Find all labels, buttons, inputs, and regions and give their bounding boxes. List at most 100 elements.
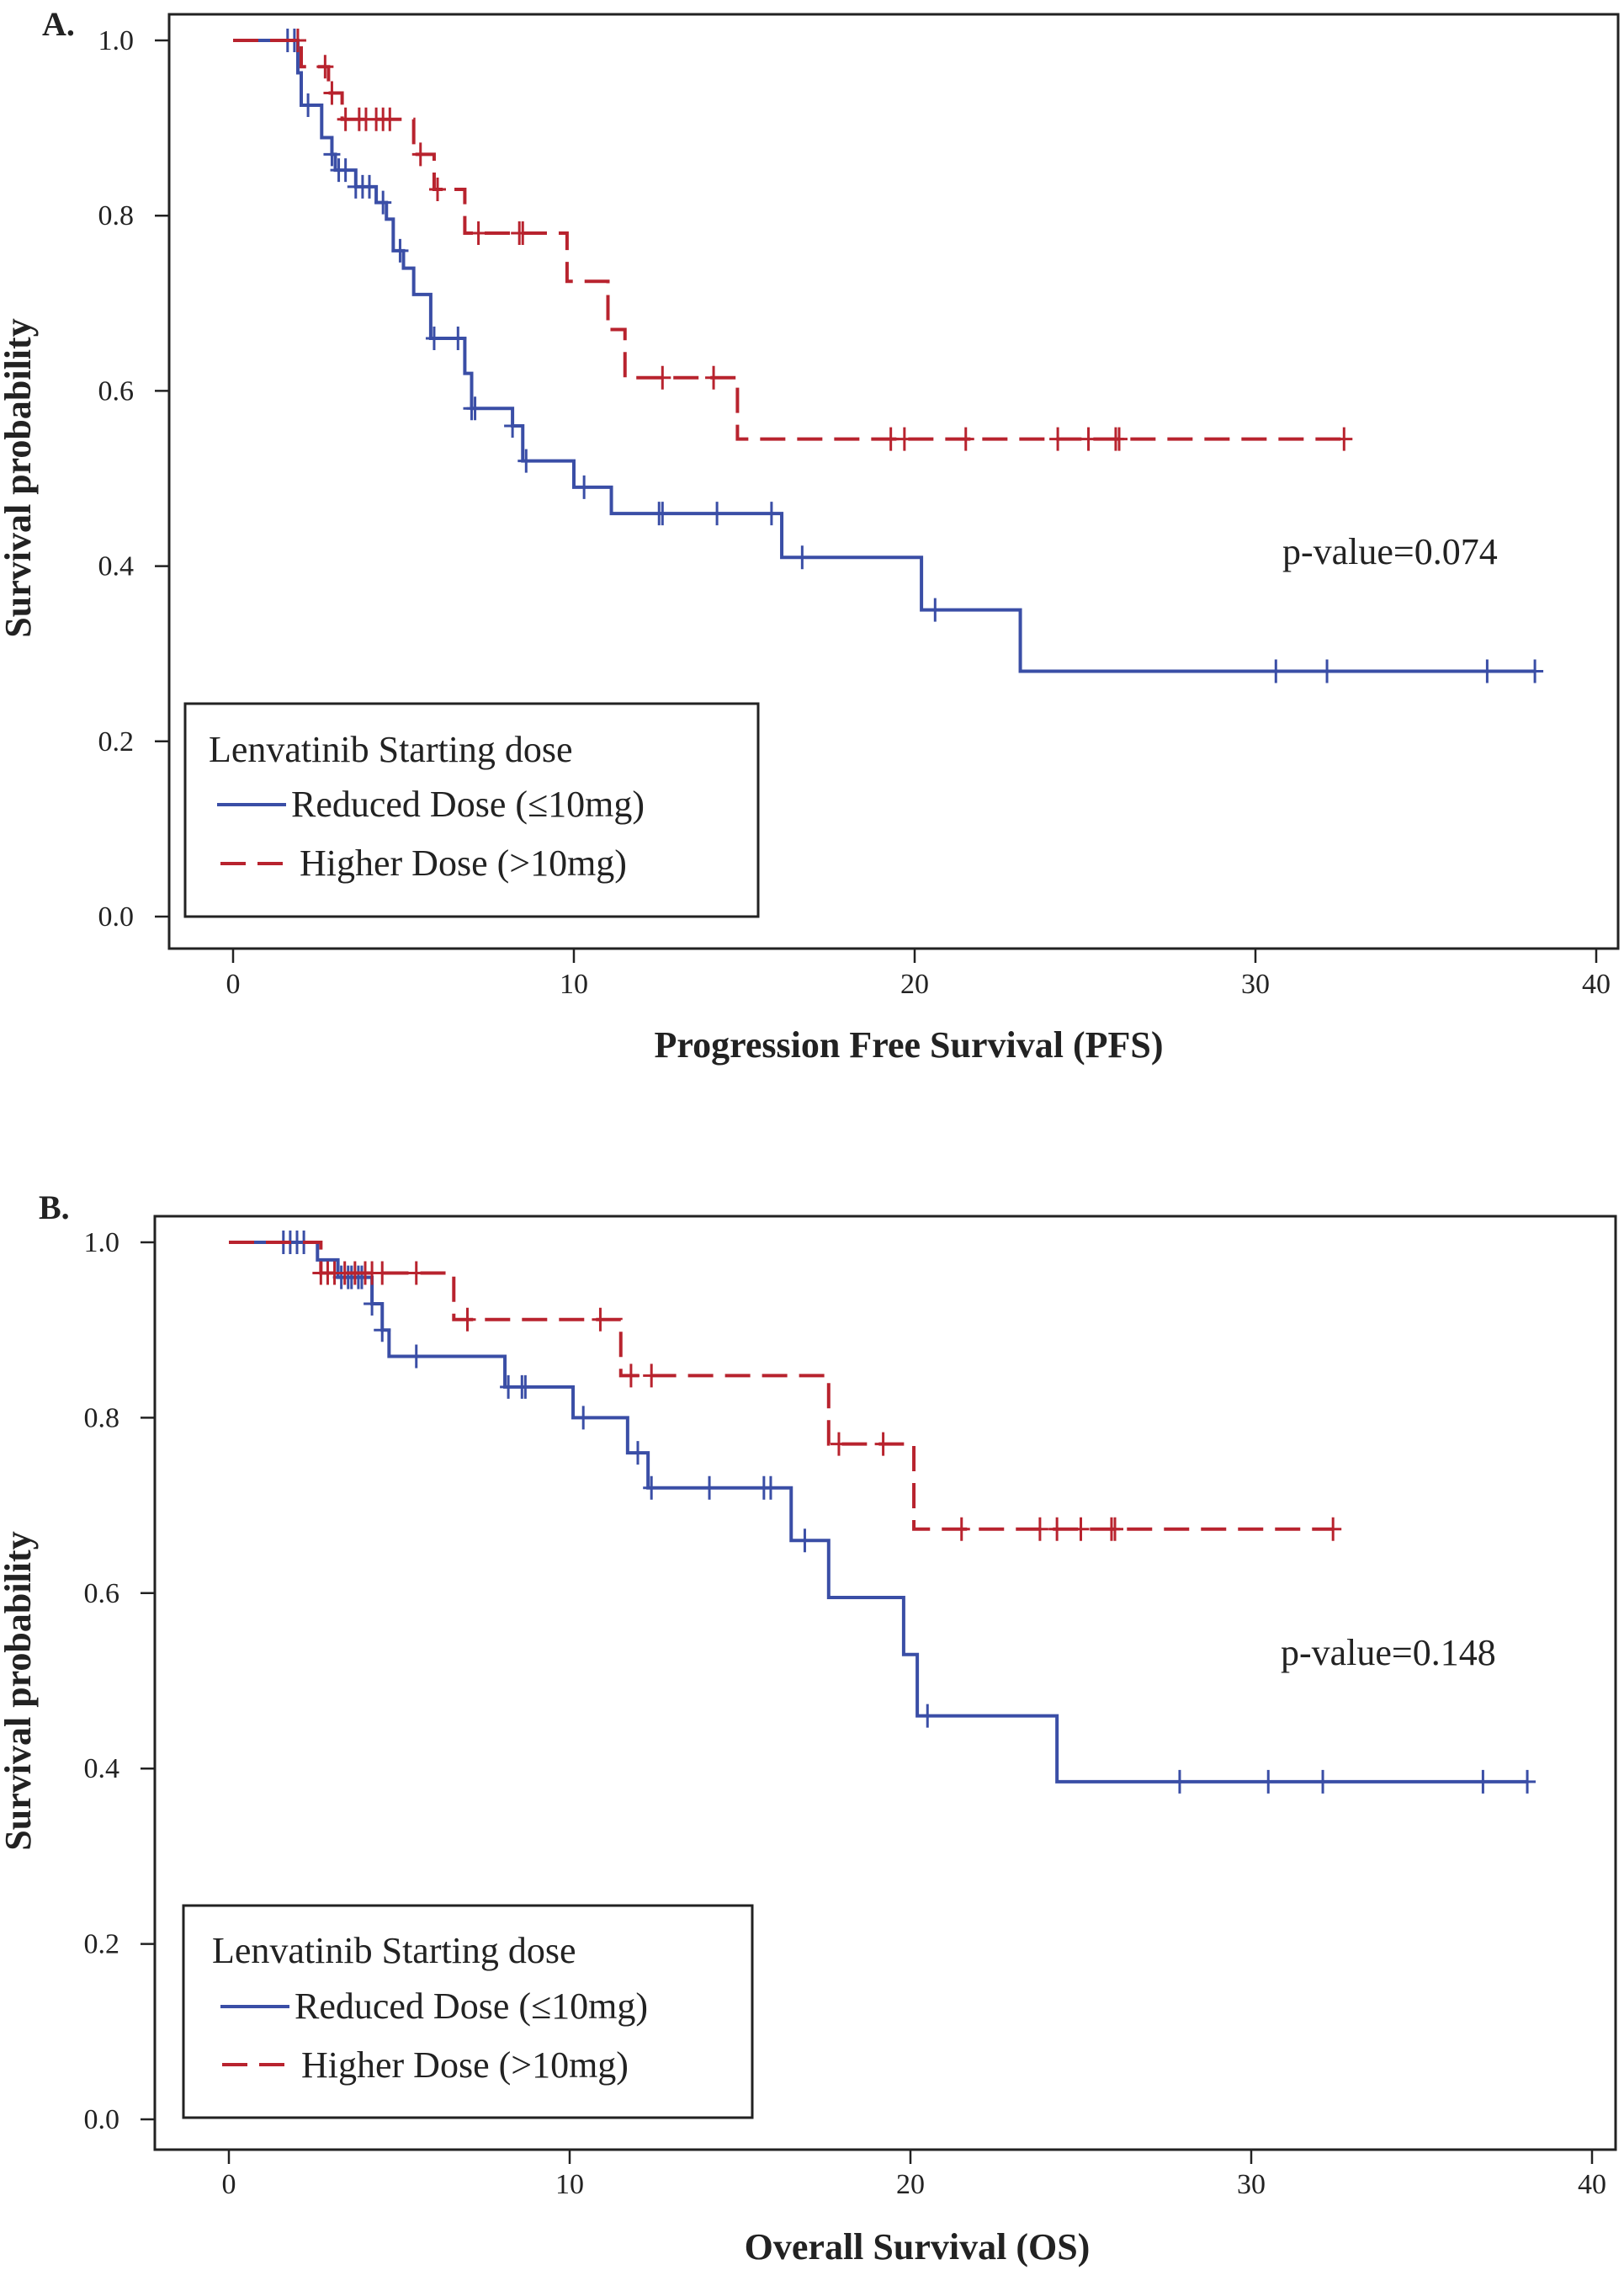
censor-mark	[407, 1261, 425, 1285]
censor-mark	[762, 1475, 779, 1500]
legend-label-reduced: Reduced Dose (≤10mg)	[291, 784, 645, 825]
censor-mark	[705, 365, 723, 390]
y-axis-title: Survival probability	[0, 1531, 39, 1850]
x-tick-label: 0	[226, 969, 241, 1000]
censor-mark	[919, 1704, 937, 1728]
legend-box	[183, 702, 760, 918]
censor-mark	[374, 1318, 391, 1342]
panel-a-pfs: A. Progression Free Survival (PFS) Survi…	[0, 5, 1620, 1066]
censor-mark	[514, 221, 532, 246]
censor-mark	[470, 221, 487, 246]
censor-mark	[504, 414, 522, 439]
panel-label: B.	[39, 1188, 70, 1226]
censor-mark	[1478, 659, 1496, 683]
censor-mark	[1031, 1517, 1048, 1541]
censor-mark	[300, 93, 317, 118]
censor-mark	[622, 1364, 640, 1388]
censor-mark	[323, 142, 341, 167]
censor-mark	[654, 365, 671, 390]
y-tick-label: 1.0	[84, 1227, 120, 1258]
censor-mark	[1267, 659, 1285, 683]
censor-mark	[1314, 1769, 1332, 1794]
y-tick-label: 0.8	[98, 200, 135, 231]
y-tick-label: 0.2	[84, 1929, 120, 1960]
censor-mark	[459, 1307, 476, 1332]
censor-mark	[643, 1364, 661, 1388]
censor-mark	[1474, 1769, 1492, 1794]
censor-mark	[654, 502, 671, 526]
plot-frame	[153, 1215, 1617, 2151]
legend-label-reduced: Reduced Dose (≤10mg)	[295, 1986, 648, 2027]
censor-mark	[762, 502, 780, 526]
legend-label-higher: Higher Dose (>10mg)	[301, 2044, 629, 2086]
censor-mark	[391, 238, 409, 263]
censor-mark	[830, 1432, 847, 1456]
censor-mark	[1260, 1769, 1277, 1794]
legend: Lenvatinib Starting dose Reduced Dose (≤…	[182, 1904, 754, 2119]
censor-mark	[1519, 1769, 1536, 1794]
censor-mark	[1048, 1517, 1066, 1541]
x-tick-label: 0	[222, 2169, 236, 2200]
x-tick-label: 20	[900, 969, 929, 1000]
y-tick-label: 0.0	[84, 2104, 120, 2135]
censor-mark	[576, 475, 593, 499]
censor-mark	[517, 1374, 534, 1399]
p-value-annotation: p-value=0.074	[1282, 531, 1498, 572]
censor-mark	[289, 29, 306, 52]
censor-mark	[407, 1344, 425, 1369]
censor-mark	[895, 427, 913, 451]
censor-mark	[1049, 427, 1067, 451]
censor-mark	[337, 158, 354, 183]
censor-mark	[592, 1307, 609, 1332]
censor-mark	[1080, 427, 1097, 451]
x-axis-title: Overall Survival (OS)	[745, 2226, 1091, 2267]
legend: Lenvatinib Starting dose Reduced Dose (≤…	[183, 702, 760, 918]
panel-label: A.	[42, 5, 75, 43]
censor-mark	[953, 1517, 970, 1541]
y-tick-label: 0.6	[98, 375, 135, 407]
censor-mark	[874, 1432, 892, 1456]
panel-b-os: B. Overall Survival (OS) Survival probab…	[0, 1188, 1617, 2267]
censor-mark	[323, 81, 341, 105]
censor-mark	[425, 326, 443, 350]
legend-title: Lenvatinib Starting dose	[209, 729, 573, 770]
censor-mark	[793, 545, 811, 570]
censor-mark	[374, 190, 392, 215]
censor-mark	[449, 326, 467, 350]
censor-mark	[1526, 659, 1544, 683]
censor-mark	[1107, 1517, 1123, 1541]
censor-mark	[926, 598, 944, 622]
x-tick-label: 30	[1237, 2169, 1266, 2200]
x-axis-title: Progression Free Survival (PFS)	[655, 1024, 1164, 1066]
censor-mark	[629, 1441, 646, 1465]
censor-mark	[429, 177, 446, 201]
x-tick-label: 30	[1241, 969, 1270, 1000]
y-axis-title: Survival probability	[0, 318, 39, 637]
km-curve-higher	[229, 1241, 1334, 1531]
x-tick-label: 40	[1582, 969, 1611, 1000]
legend-title: Lenvatinib Starting dose	[212, 1930, 576, 1971]
censor-mark	[957, 427, 974, 451]
censor-mark	[466, 396, 484, 421]
censor-mark	[381, 107, 399, 131]
p-value-annotation: p-value=0.148	[1281, 1632, 1496, 1673]
censor-mark	[364, 1291, 381, 1316]
x-tick-label: 10	[555, 2169, 584, 2200]
censor-mark	[796, 1528, 814, 1553]
y-tick-label: 0.4	[98, 551, 135, 582]
km-curve-higher	[233, 39, 1345, 441]
y-tick-label: 0.2	[98, 726, 135, 758]
censor-mark	[1335, 427, 1353, 451]
censor-mark	[575, 1406, 592, 1430]
y-tick-label: 0.0	[98, 901, 135, 933]
censor-mark	[1319, 659, 1336, 683]
km-curve-reduced	[233, 39, 1536, 673]
x-tick-label: 20	[896, 2169, 925, 2200]
km-curve-reduced	[229, 1241, 1528, 1784]
censor-mark	[1324, 1517, 1342, 1541]
y-tick-label: 0.6	[84, 1578, 120, 1609]
censor-mark	[411, 142, 429, 167]
censor-mark	[1111, 427, 1128, 451]
censor-mark	[374, 1261, 391, 1285]
